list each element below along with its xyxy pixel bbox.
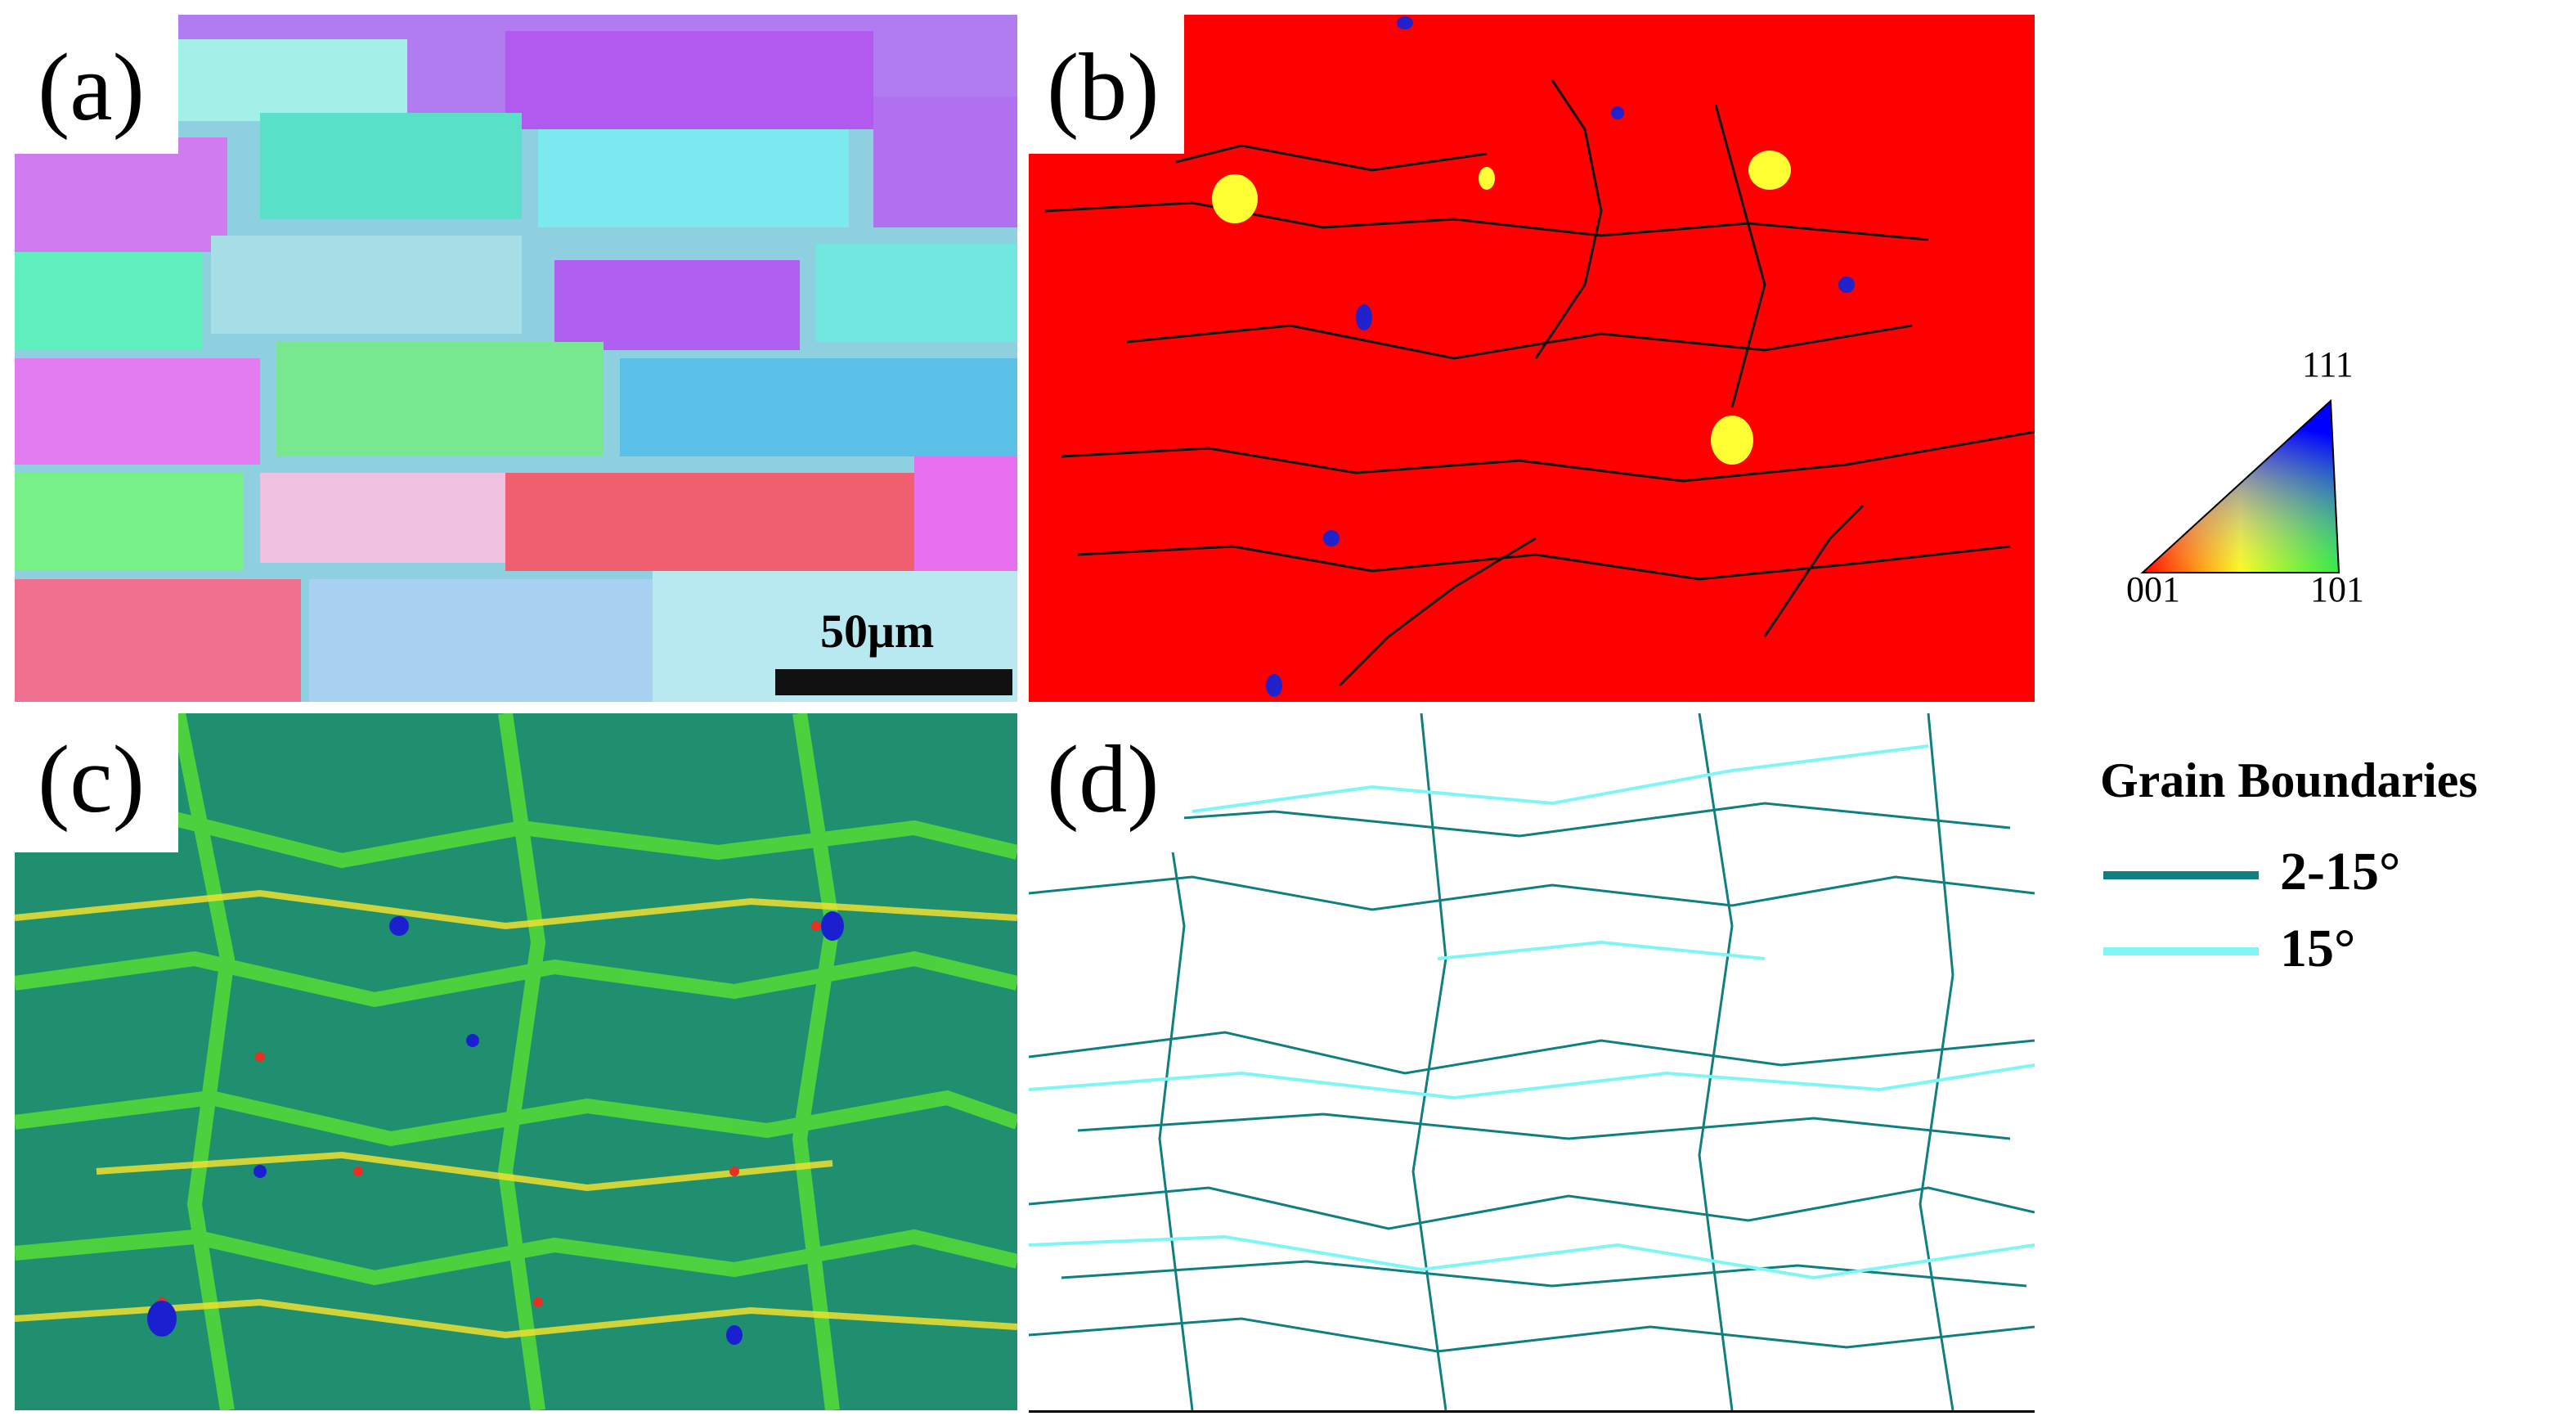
panel-b-label-background [1029, 15, 1184, 154]
legend-label-low-angle: 2-15° [2280, 842, 2401, 901]
panel-d-label: (d) [1047, 726, 1160, 833]
panel-c-label-background [15, 713, 178, 852]
legend-swatch-low-angle [2103, 871, 2259, 879]
legend-label-high-angle: 15° [2280, 919, 2356, 978]
grain-boundary-legend: Grain Boundaries 2-15° 15° [2094, 736, 2576, 998]
legend-title: Grain Boundaries [2100, 753, 2478, 807]
panel-a-ipf-map: (a) 50μm [15, 15, 1017, 702]
panel-d-label-background [1029, 713, 1184, 852]
panel-c-label: (c) [38, 726, 145, 833]
legend-swatch-high-angle [2103, 947, 2259, 955]
ipf-color-key: 111 001 101 [2126, 344, 2372, 605]
panel-a-label: (a) [38, 34, 145, 141]
panel-b-label: (b) [1047, 34, 1160, 141]
panel-c-kam-map: (c) [15, 713, 1017, 1410]
panel-d-grain-boundary-map: (d) [1029, 713, 2035, 1413]
panel-b-phase-map: (b) [1029, 15, 2035, 702]
panel-c-image [15, 713, 1017, 1410]
ipf-label-001: 001 [2126, 569, 2180, 605]
panel-a-label-background [15, 15, 178, 154]
ipf-triangle [2140, 398, 2340, 573]
ipf-label-111: 111 [2302, 344, 2354, 384]
panel-b-image [1029, 15, 2035, 702]
ipf-label-101: 101 [2310, 569, 2364, 605]
panel-a-image [15, 15, 1017, 702]
scale-bar-label: 50μm [820, 605, 935, 658]
scale-bar [775, 669, 1012, 695]
